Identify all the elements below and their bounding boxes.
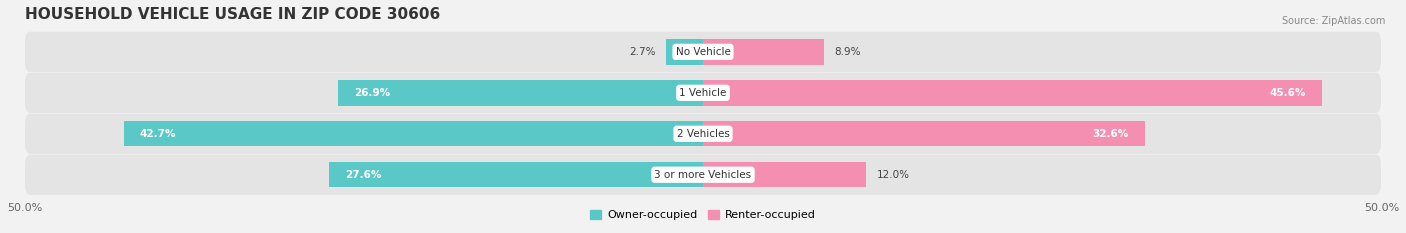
Bar	[666, 39, 703, 65]
FancyBboxPatch shape	[24, 73, 1382, 113]
Text: 1 Vehicle: 1 Vehicle	[679, 88, 727, 98]
Bar	[703, 39, 824, 65]
Bar	[337, 80, 703, 106]
Text: 2.7%: 2.7%	[628, 47, 655, 57]
Text: HOUSEHOLD VEHICLE USAGE IN ZIP CODE 30606: HOUSEHOLD VEHICLE USAGE IN ZIP CODE 3060…	[24, 7, 440, 22]
Bar	[703, 162, 866, 187]
Bar	[124, 121, 703, 147]
Text: 32.6%: 32.6%	[1092, 129, 1129, 139]
Text: 3 or more Vehicles: 3 or more Vehicles	[654, 170, 752, 180]
Text: 45.6%: 45.6%	[1270, 88, 1305, 98]
Text: 12.0%: 12.0%	[877, 170, 910, 180]
Legend: Owner-occupied, Renter-occupied: Owner-occupied, Renter-occupied	[586, 206, 820, 225]
Text: Source: ZipAtlas.com: Source: ZipAtlas.com	[1281, 16, 1385, 26]
FancyBboxPatch shape	[24, 155, 1382, 195]
Text: No Vehicle: No Vehicle	[675, 47, 731, 57]
Bar	[703, 121, 1146, 147]
Bar	[703, 80, 1322, 106]
Text: 8.9%: 8.9%	[835, 47, 860, 57]
FancyBboxPatch shape	[24, 114, 1382, 154]
FancyBboxPatch shape	[24, 32, 1382, 72]
Text: 26.9%: 26.9%	[354, 88, 391, 98]
Text: 2 Vehicles: 2 Vehicles	[676, 129, 730, 139]
Text: 42.7%: 42.7%	[141, 129, 176, 139]
Bar	[329, 162, 703, 187]
Text: 27.6%: 27.6%	[344, 170, 381, 180]
